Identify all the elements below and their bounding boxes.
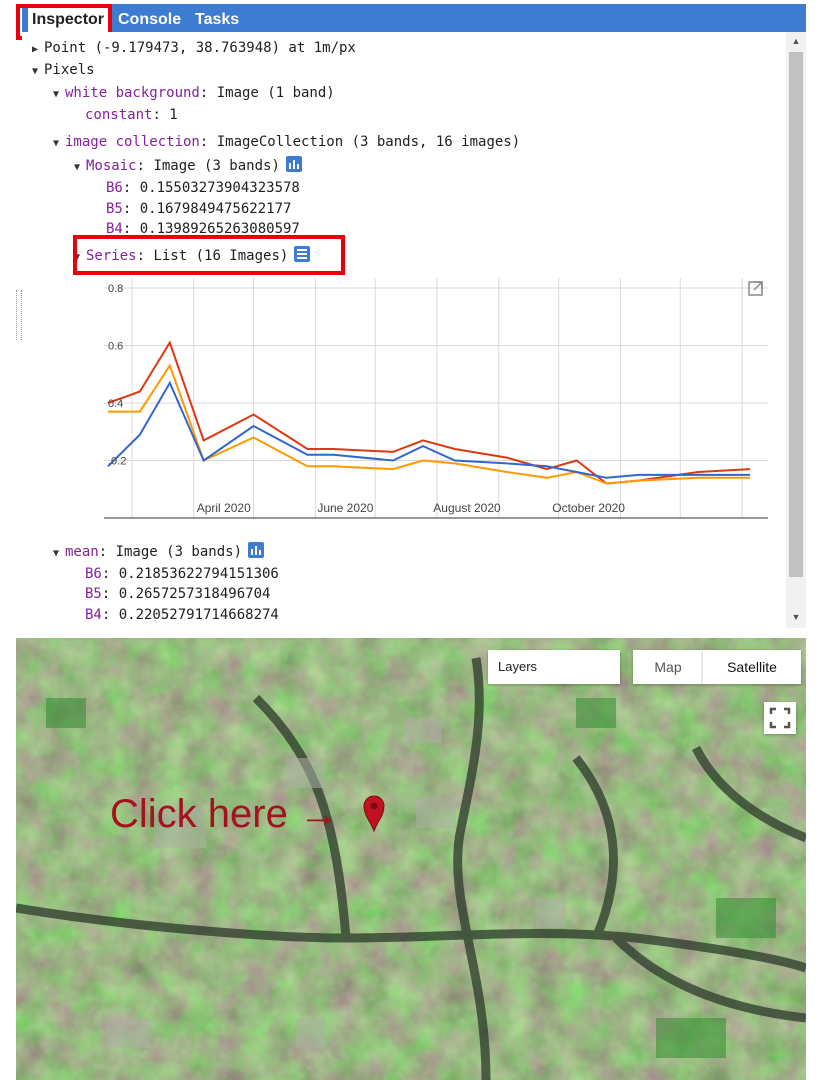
- series-row[interactable]: ▼ Series: List (16 Images): [74, 246, 311, 266]
- mosaic-band-b6: B6: 0.15503273904323578: [106, 180, 300, 196]
- series-line-2: [108, 363, 751, 485]
- image-collection-key: image collection: [65, 134, 200, 150]
- constant-value: 1: [169, 107, 178, 123]
- tab-tasks[interactable]: Tasks: [195, 11, 240, 28]
- band-name: B4: [106, 221, 123, 233]
- collapse-down-icon[interactable]: ▼: [53, 548, 60, 559]
- collapse-down-icon[interactable]: ▼: [74, 252, 81, 263]
- inspector-panel: ▶ Point (-9.179473, 38.763948) at 1m/px ▼…: [22, 32, 786, 628]
- collapse-down-icon[interactable]: ▼: [32, 66, 39, 77]
- scroll-up-icon[interactable]: ▲: [791, 36, 801, 46]
- chart-lines: [107, 340, 751, 485]
- band-value: 0.13989265263080597: [139, 221, 300, 233]
- constant-row: constant: 1: [85, 107, 178, 123]
- band-name: B6: [85, 566, 102, 582]
- series-chart: 0.8 0.6 0.4 .0.2 April 2020 June 2020 August …: [104, 278, 768, 519]
- y-tick-label: 0.8: [108, 283, 123, 295]
- band-name: B4: [85, 607, 102, 623]
- mosaic-key: Mosaic: [86, 158, 137, 174]
- map-type-map-button[interactable]: Map: [633, 650, 703, 684]
- band-name: B5: [106, 201, 123, 217]
- x-tick-label: October 2020: [552, 501, 625, 515]
- series-line-3: [107, 380, 751, 479]
- pixels-row[interactable]: ▼ Pixels: [32, 60, 95, 80]
- image-collection-value: ImageCollection (3 bands, 16 images): [216, 134, 521, 150]
- y-tick-label: .0.2: [108, 456, 126, 468]
- point-row[interactable]: ▶ Point (-9.179473, 38.763948) at 1m/px: [32, 38, 356, 58]
- pixels-label: Pixels: [44, 62, 95, 78]
- tab-bar: Inspector Console Tasks: [22, 4, 806, 32]
- x-tick-label: April 2020: [197, 501, 251, 515]
- white-background-row[interactable]: ▼ white background: Image (1 band): [53, 83, 335, 103]
- image-collection-row[interactable]: ▼ image collection: ImageCollection (3 ba…: [53, 132, 520, 152]
- chart-icon[interactable]: [248, 542, 265, 558]
- y-tick-label: 0.6: [108, 341, 123, 353]
- mean-key: mean: [65, 544, 99, 560]
- tab-inspector[interactable]: Inspector: [28, 8, 109, 32]
- mean-row[interactable]: ▼ mean: Image (3 bands): [53, 542, 265, 562]
- mean-band-b6: B6: 0.21853622794151306: [85, 566, 279, 582]
- satellite-imagery: [16, 638, 806, 1080]
- band-value: 0.2657257318496704: [118, 586, 271, 602]
- band-value: 0.15503273904323578: [139, 180, 300, 196]
- series-value: List (16 Images): [153, 248, 289, 264]
- collapse-down-icon[interactable]: ▼: [74, 162, 81, 173]
- x-tick-label: June 2020: [317, 501, 373, 515]
- band-value: 0.21853622794151306: [118, 566, 279, 582]
- series-key: Series: [86, 248, 137, 264]
- list-icon[interactable]: [294, 246, 311, 262]
- collapse-down-icon[interactable]: ▼: [53, 138, 60, 149]
- scroll-down-icon[interactable]: ▼: [791, 612, 801, 622]
- constant-key: constant: [85, 107, 153, 123]
- collapse-down-icon[interactable]: ▼: [53, 89, 60, 100]
- band-name: B6: [106, 180, 123, 196]
- y-tick-label: 0.4: [108, 398, 123, 410]
- white-background-value: Image (1 band): [216, 85, 335, 101]
- series-line-1: [107, 340, 751, 485]
- mosaic-value: Image (3 bands): [153, 158, 280, 174]
- map-view[interactable]: Layers Map Satellite Click here →: [16, 638, 806, 1080]
- map-pin-icon[interactable]: [362, 794, 386, 832]
- chart-x-labels: April 2020 June 2020 August 2020 October 20…: [197, 501, 626, 515]
- layers-button[interactable]: Layers: [488, 650, 620, 684]
- chart-grid: [104, 278, 768, 519]
- point-text: Point (-9.179473, 38.763948) at 1m/px: [44, 40, 356, 56]
- popout-icon[interactable]: [748, 281, 763, 296]
- white-background-key: white background: [65, 85, 200, 101]
- mosaic-band-b4: B4: 0.13989265263080597: [106, 219, 300, 233]
- mean-band-b5: B5: 0.2657257318496704: [85, 586, 271, 602]
- scrollbar-thumb[interactable]: [789, 52, 803, 577]
- mosaic-band-b5: B5: 0.1679849475622177: [106, 201, 292, 217]
- click-here-annotation: Click here →: [110, 792, 339, 836]
- band-name: B5: [85, 586, 102, 602]
- fullscreen-icon[interactable]: [764, 702, 796, 734]
- mean-band-b4: B4: 0.22052791714668274: [85, 607, 279, 623]
- band-value: 0.1679849475622177: [139, 201, 292, 217]
- chart-y-labels: 0.8 0.6 0.4 .0.2: [108, 283, 126, 468]
- band-value: 0.22052791714668274: [118, 607, 279, 623]
- resize-handle[interactable]: [16, 290, 22, 340]
- mean-value: Image (3 bands): [115, 544, 243, 560]
- chart-icon[interactable]: [285, 156, 302, 172]
- expand-right-icon[interactable]: ▶: [32, 44, 39, 55]
- tab-console[interactable]: Console: [118, 11, 182, 28]
- mosaic-row[interactable]: ▼ Mosaic: Image (3 bands): [74, 156, 302, 176]
- map-type-satellite-button[interactable]: Satellite: [703, 650, 801, 684]
- x-tick-label: August 2020: [433, 501, 501, 515]
